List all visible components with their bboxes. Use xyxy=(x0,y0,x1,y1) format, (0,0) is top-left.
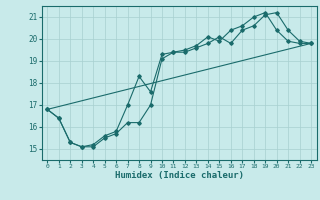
X-axis label: Humidex (Indice chaleur): Humidex (Indice chaleur) xyxy=(115,171,244,180)
